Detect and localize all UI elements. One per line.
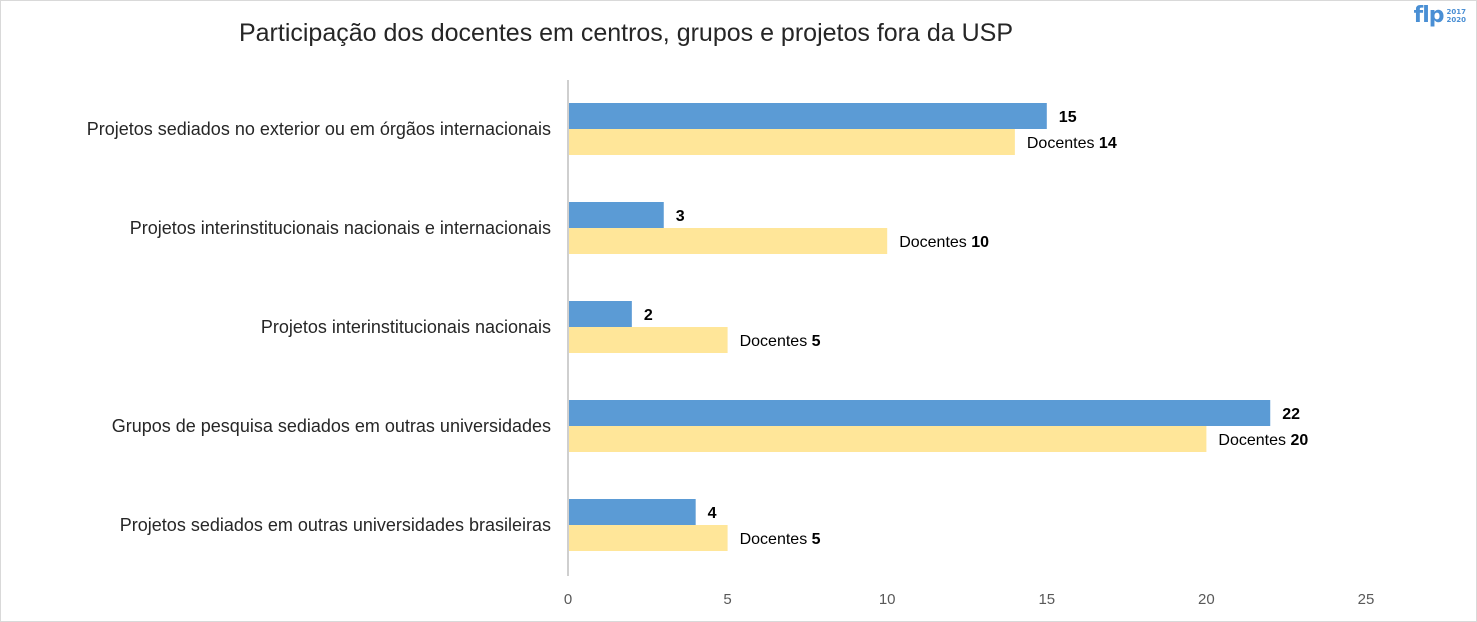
x-tick-label: 20 bbox=[1198, 591, 1215, 608]
data-label-series-1: 2 bbox=[644, 307, 653, 324]
bar-series-2 bbox=[569, 228, 888, 254]
category-label: Projetos interinstitucionais nacionais e… bbox=[130, 218, 551, 238]
x-tick-label: 5 bbox=[723, 591, 731, 608]
chart-title: Participação dos docentes em centros, gr… bbox=[238, 19, 1014, 47]
logo-year-top: 2017 bbox=[1446, 7, 1466, 16]
data-label-series-2: Docentes 10 bbox=[899, 234, 989, 251]
bar-series-2 bbox=[569, 426, 1207, 452]
category-label: Projetos interinstitucionais nacionais bbox=[261, 317, 551, 337]
bar-series-1 bbox=[569, 400, 1271, 426]
bar-series-1 bbox=[569, 499, 696, 525]
data-label-series-2: Docentes 5 bbox=[740, 531, 821, 548]
logo-years: 2017 2020 bbox=[1447, 8, 1466, 24]
bar-series-2 bbox=[569, 129, 1015, 155]
data-label-series-2: Docentes 20 bbox=[1218, 432, 1308, 449]
bar-series-1 bbox=[569, 202, 664, 228]
x-tick-label: 15 bbox=[1038, 591, 1055, 608]
bar-series-1 bbox=[569, 301, 632, 327]
data-label-series-1: 4 bbox=[708, 505, 717, 522]
x-tick-label: 10 bbox=[879, 591, 896, 608]
x-tick-label: 0 bbox=[564, 591, 572, 608]
logo-year-bottom: 2020 bbox=[1446, 15, 1466, 24]
data-label-series-1: 15 bbox=[1059, 109, 1077, 126]
category-label: Projetos sediados em outras universidade… bbox=[120, 515, 551, 535]
data-label-series-1: 22 bbox=[1282, 406, 1300, 423]
data-label-series-2: Docentes 5 bbox=[740, 333, 821, 350]
bar-series-2 bbox=[569, 327, 728, 353]
bar-series-1 bbox=[569, 103, 1047, 129]
x-tick-label: 25 bbox=[1358, 591, 1375, 608]
data-label-series-2: Docentes 14 bbox=[1027, 135, 1117, 152]
flp-logo: flp 2017 2020 bbox=[1414, 3, 1466, 28]
data-label-series-1: 3 bbox=[676, 208, 685, 225]
category-label: Grupos de pesquisa sediados em outras un… bbox=[112, 416, 551, 436]
bar-series-2 bbox=[569, 525, 728, 551]
category-label: Projetos sediados no exterior ou em órgã… bbox=[87, 119, 551, 139]
logo-mark: flp bbox=[1413, 3, 1445, 28]
